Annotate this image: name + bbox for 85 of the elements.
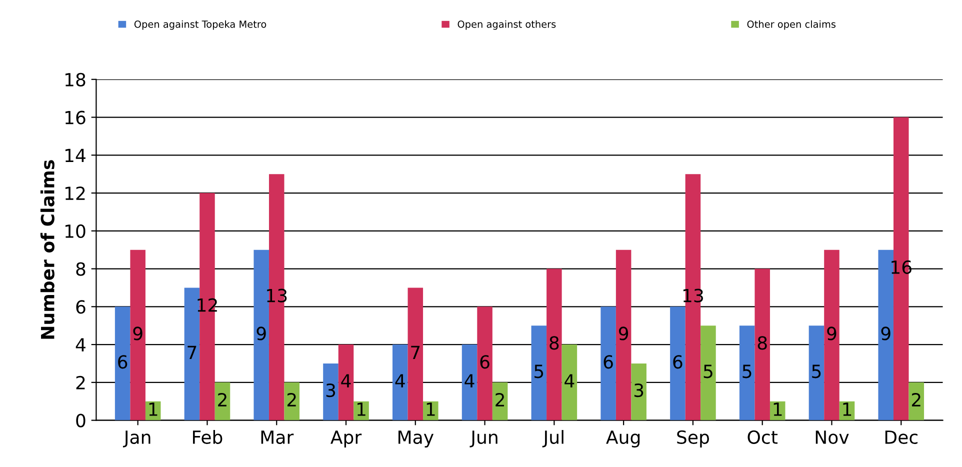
data-label: 4 <box>564 374 574 388</box>
data-label: 6 <box>118 355 128 369</box>
y-tick-label: 16 <box>65 110 86 124</box>
data-label: 1 <box>149 402 158 416</box>
x-tick-label: Oct <box>748 430 778 444</box>
data-label: 2 <box>218 392 226 406</box>
data-label: 2 <box>287 392 296 406</box>
data-label: 2 <box>912 392 920 406</box>
bar <box>808 326 824 420</box>
data-label: 5 <box>812 364 821 378</box>
legend-label: Other open claims <box>747 20 836 30</box>
data-label: 6 <box>673 355 682 369</box>
bar <box>338 344 354 420</box>
data-label: 9 <box>881 326 890 340</box>
bar <box>670 306 686 420</box>
x-tick-label: Jan <box>122 430 150 448</box>
data-label: 9 <box>618 326 628 340</box>
x-tick-label: Mar <box>261 430 294 444</box>
bar <box>739 326 755 420</box>
x-tick-label: Jun <box>470 430 498 448</box>
bar <box>824 250 840 420</box>
data-label: 6 <box>480 355 490 369</box>
y-tick-label: 18 <box>65 72 86 87</box>
bar <box>254 250 269 420</box>
bar <box>546 268 562 420</box>
data-label: 9 <box>256 326 266 340</box>
x-tick-label: Dec <box>885 430 918 444</box>
data-label: 4 <box>341 374 351 388</box>
data-label: 5 <box>704 364 712 378</box>
data-label: 4 <box>464 374 474 388</box>
data-label: 8 <box>550 336 559 350</box>
bar <box>114 306 130 420</box>
data-label: 1 <box>843 402 852 416</box>
data-label: 9 <box>133 326 142 340</box>
data-label: 9 <box>827 326 836 340</box>
bar <box>616 250 632 420</box>
data-label: 1 <box>358 402 366 416</box>
x-tick-label: Jul <box>542 430 564 448</box>
bar <box>700 326 716 420</box>
data-label: 1 <box>774 402 782 416</box>
bar <box>477 306 492 420</box>
bar <box>408 288 424 420</box>
data-label: 7 <box>411 346 420 359</box>
legend-label: Open against others <box>458 20 556 30</box>
bar <box>214 382 230 420</box>
x-tick-label: Apr <box>330 430 362 448</box>
bar <box>908 382 924 420</box>
x-tick-label: Feb <box>193 430 222 444</box>
data-label: 3 <box>326 383 336 398</box>
data-label: 6 <box>604 355 613 369</box>
bar <box>323 363 338 420</box>
x-tick-label: Nov <box>816 430 849 444</box>
data-label: 4 <box>395 374 405 388</box>
y-tick-label: 2 <box>76 376 85 390</box>
bar <box>200 193 215 420</box>
y-tick-label: 12 <box>65 186 85 200</box>
bar <box>754 268 770 420</box>
y-tick-label: 4 <box>76 338 86 352</box>
data-label: 5 <box>534 364 544 378</box>
bar <box>631 363 646 420</box>
x-tick-label: Aug <box>606 430 640 448</box>
bar <box>462 344 478 420</box>
x-tick-label: Sep <box>677 430 709 448</box>
y-tick-label: 8 <box>76 262 86 276</box>
x-tick-label: May <box>398 430 434 448</box>
data-label: 5 <box>742 364 752 378</box>
y-axis-title: Number of Claims <box>40 160 54 339</box>
bar <box>130 250 146 420</box>
bar <box>392 344 408 420</box>
y-tick-label: 14 <box>65 148 86 162</box>
legend-label: Open against Topeka Metro <box>134 20 266 30</box>
data-label: 8 <box>758 336 767 350</box>
data-label: 1 <box>426 402 435 416</box>
y-tick-label: 0 <box>76 414 86 428</box>
bar <box>878 250 894 420</box>
bar <box>685 174 701 420</box>
data-label: 7 <box>188 346 196 359</box>
data-label: 3 <box>634 383 644 398</box>
data-label: 2 <box>496 392 504 406</box>
bar <box>600 306 616 420</box>
y-tick-label: 6 <box>76 300 86 314</box>
bar <box>562 344 578 420</box>
bar <box>284 382 300 420</box>
bar <box>531 326 547 420</box>
y-tick-label: 10 <box>65 224 86 238</box>
